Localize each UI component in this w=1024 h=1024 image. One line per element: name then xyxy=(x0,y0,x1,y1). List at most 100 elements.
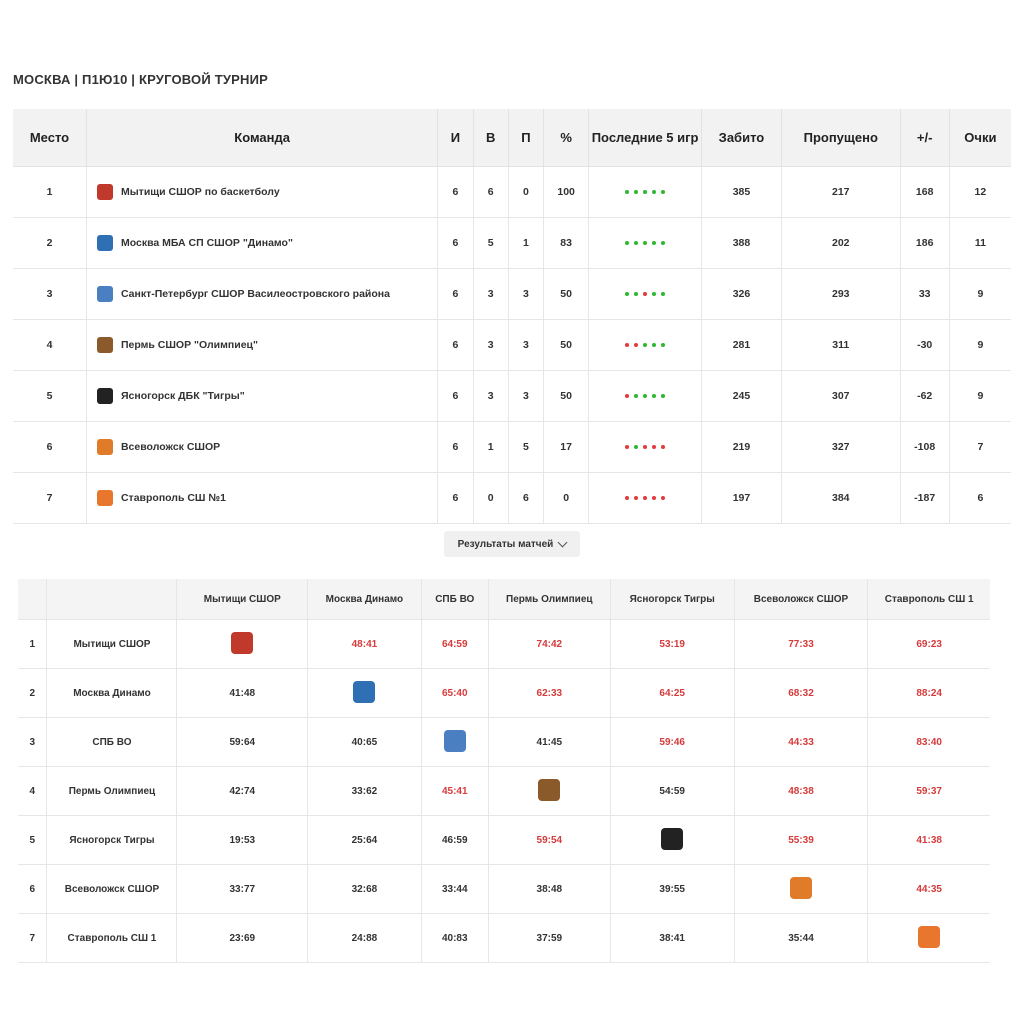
match-score[interactable]: 38:41 xyxy=(610,913,735,963)
team-name[interactable]: Пермь СШОР "Олимпиец" xyxy=(120,338,258,351)
match-score[interactable]: 77:33 xyxy=(734,619,869,669)
match-score[interactable]: 24:88 xyxy=(307,913,422,963)
results-row: 7 Ставрополь СШ 1 23:69 24:88 40:83 37:59 38:4… xyxy=(18,913,990,963)
match-score[interactable]: 59:37 xyxy=(867,766,990,816)
loss-dot-icon xyxy=(643,496,648,501)
results-header-row: Мытищи СШОР Москва Динамо СПБ ВО Пермь Олим… xyxy=(18,579,990,620)
results-col-header[interactable]: Мытищи СШОР xyxy=(176,579,309,620)
match-score[interactable]: 33:62 xyxy=(307,766,422,816)
match-score[interactable]: 83:40 xyxy=(867,717,990,767)
match-score[interactable]: 45:41 xyxy=(421,766,489,816)
match-score[interactable]: 44:35 xyxy=(867,864,990,914)
results-row-team[interactable]: Всеволожск СШОР xyxy=(46,864,178,914)
dinamo-logo-icon xyxy=(96,235,113,251)
header-place[interactable]: Место xyxy=(13,109,87,167)
team-cell[interactable]: Санкт-Петербург СШОР Василеостровского р… xyxy=(86,268,439,320)
results-row-team[interactable]: Ставрополь СШ 1 xyxy=(46,913,178,963)
results-row-team[interactable]: СПБ ВО xyxy=(46,717,178,767)
match-score[interactable]: 42:74 xyxy=(176,766,309,816)
header-points[interactable]: Очки xyxy=(949,109,1011,167)
match-score[interactable]: 69:23 xyxy=(867,619,990,669)
team-name[interactable]: Санкт-Петербург СШОР Василеостровского р… xyxy=(120,287,390,300)
match-score[interactable]: 74:42 xyxy=(488,619,611,669)
match-score[interactable]: 53:19 xyxy=(610,619,735,669)
results-col-header[interactable]: Всеволожск СШОР xyxy=(734,579,869,620)
match-score[interactable]: 48:41 xyxy=(307,619,422,669)
results-row-team[interactable]: Мытищи СШОР xyxy=(46,619,178,669)
match-score[interactable]: 38:48 xyxy=(488,864,611,914)
match-score[interactable]: 65:40 xyxy=(421,668,489,718)
standings-row[interactable]: 2 Москва МБА СП СШОР "Динамо" 6 5 1 83 388 202 1… xyxy=(13,217,1011,269)
results-col-header[interactable]: Ясногорск Тигры xyxy=(610,579,735,620)
standings-row[interactable]: 6 Всеволожск СШОР 6 1 5 17 219 327 -108 7 xyxy=(13,421,1011,473)
standings-row[interactable]: 3 Санкт-Петербург СШОР Василеостровского … xyxy=(13,268,1011,320)
match-score[interactable]: 59:46 xyxy=(610,717,735,767)
match-score[interactable]: 64:59 xyxy=(421,619,489,669)
team-cell[interactable]: Москва МБА СП СШОР "Динамо" xyxy=(86,217,439,269)
header-last5[interactable]: Последние 5 игр xyxy=(588,109,702,167)
header-scored[interactable]: Забито xyxy=(701,109,782,167)
header-percent[interactable]: % xyxy=(543,109,590,167)
match-score[interactable]: 41:45 xyxy=(488,717,611,767)
standings-row[interactable]: 1 Мытищи СШОР по баскетболу 6 6 0 100 385 217 16… xyxy=(13,166,1011,218)
match-score[interactable]: 33:44 xyxy=(421,864,489,914)
match-score[interactable]: 55:39 xyxy=(734,815,869,865)
results-row-team[interactable]: Ясногорск Тигры xyxy=(46,815,178,865)
team-name[interactable]: Ясногорск ДБК "Тигры" xyxy=(120,389,245,402)
header-diff[interactable]: +/- xyxy=(900,109,950,167)
team-cell[interactable]: Ясногорск ДБК "Тигры" xyxy=(86,370,439,422)
match-score[interactable]: 41:38 xyxy=(867,815,990,865)
team-cell[interactable]: Всеволожск СШОР xyxy=(86,421,439,473)
match-score[interactable]: 32:68 xyxy=(307,864,422,914)
team-name[interactable]: Москва МБА СП СШОР "Динамо" xyxy=(120,236,293,249)
results-col-header[interactable]: Пермь Олимпиец xyxy=(488,579,611,620)
match-score[interactable]: 37:59 xyxy=(488,913,611,963)
match-score[interactable]: 25:64 xyxy=(307,815,422,865)
match-score[interactable]: 23:69 xyxy=(176,913,309,963)
match-score[interactable]: 41:48 xyxy=(176,668,309,718)
header-games[interactable]: И xyxy=(437,109,474,167)
match-score[interactable]: 40:65 xyxy=(307,717,422,767)
match-score[interactable]: 54:59 xyxy=(610,766,735,816)
match-score[interactable]: 46:59 xyxy=(421,815,489,865)
header-losses[interactable]: П xyxy=(508,109,545,167)
team-games: 6 xyxy=(437,166,474,218)
match-score[interactable]: 62:33 xyxy=(488,668,611,718)
team-name[interactable]: Всеволожск СШОР xyxy=(120,440,221,453)
match-score[interactable]: 59:64 xyxy=(176,717,309,767)
header-team[interactable]: Команда xyxy=(86,109,439,167)
standings-row[interactable]: 4 Пермь СШОР "Олимпиец" 6 3 3 50 281 311 -30 9 xyxy=(13,319,1011,371)
team-diff: 168 xyxy=(900,166,950,218)
match-score[interactable]: 59:54 xyxy=(488,815,611,865)
match-score[interactable]: 19:53 xyxy=(176,815,309,865)
results-col-header[interactable]: СПБ ВО xyxy=(421,579,489,620)
team-conceded: 311 xyxy=(781,319,901,371)
header-conceded[interactable]: Пропущено xyxy=(781,109,901,167)
match-score[interactable]: 33:77 xyxy=(176,864,309,914)
match-score[interactable]: 48:38 xyxy=(734,766,869,816)
match-score[interactable]: 44:33 xyxy=(734,717,869,767)
team-name[interactable]: Ставрополь СШ №1 xyxy=(120,491,226,504)
standings-row[interactable]: 5 Ясногорск ДБК "Тигры" 6 3 3 50 245 307 -62 9 xyxy=(13,370,1011,422)
match-score[interactable]: 68:32 xyxy=(734,668,869,718)
win-dot-icon xyxy=(661,241,666,246)
match-score[interactable]: 88:24 xyxy=(867,668,990,718)
team-cell[interactable]: Мытищи СШОР по баскетболу xyxy=(86,166,439,218)
win-dot-icon xyxy=(634,394,639,399)
results-col-header[interactable]: Ставрополь СШ 1 xyxy=(867,579,990,620)
results-row-team[interactable]: Пермь Олимпиец xyxy=(46,766,178,816)
team-cell[interactable]: Пермь СШОР "Олимпиец" xyxy=(86,319,439,371)
match-score[interactable]: 39:55 xyxy=(610,864,735,914)
team-name[interactable]: Мытищи СШОР по баскетболу xyxy=(120,185,280,198)
results-row-num: 7 xyxy=(18,913,48,963)
header-wins[interactable]: В xyxy=(473,109,509,167)
match-results-dropdown-button[interactable]: Результаты матчей xyxy=(444,531,580,557)
match-score[interactable]: 40:83 xyxy=(421,913,489,963)
results-col-header[interactable]: Москва Динамо xyxy=(307,579,422,620)
team-cell[interactable]: Ставрополь СШ №1 xyxy=(86,472,439,524)
match-score[interactable]: 64:25 xyxy=(610,668,735,718)
match-score[interactable]: 35:44 xyxy=(734,913,869,963)
results-row-team[interactable]: Москва Динамо xyxy=(46,668,178,718)
standings-row[interactable]: 7 Ставрополь СШ №1 6 0 6 0 197 384 -187 6 xyxy=(13,472,1011,524)
last5-dots xyxy=(625,394,666,399)
